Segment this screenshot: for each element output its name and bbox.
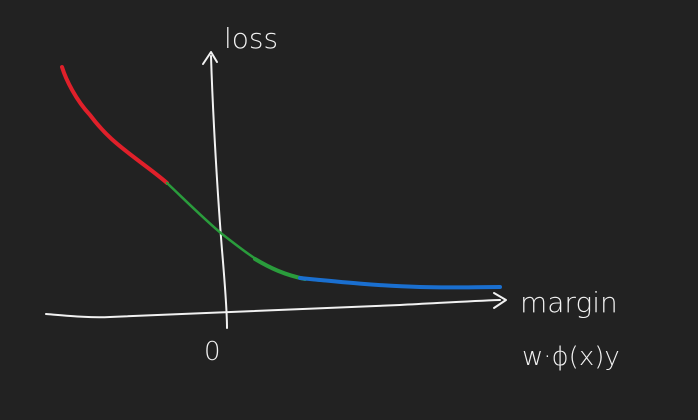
loss-curve-red-segment — [60, 65, 169, 185]
x-axis — [45, 299, 501, 319]
y-axis-arrowhead — [202, 51, 218, 65]
loss-curve-green-segment — [165, 181, 327, 283]
loss-curve-blue-segment — [298, 276, 502, 290]
x-axis-arrowhead — [493, 292, 507, 309]
x-axis-sublabel: w·ϕ(x)y — [522, 342, 620, 372]
y-axis — [210, 55, 228, 329]
y-axis-label: loss — [224, 22, 278, 55]
origin-label: 0 — [204, 337, 221, 367]
loss-curve-green-thick — [253, 257, 307, 281]
x-axis-label: margin — [520, 286, 618, 319]
